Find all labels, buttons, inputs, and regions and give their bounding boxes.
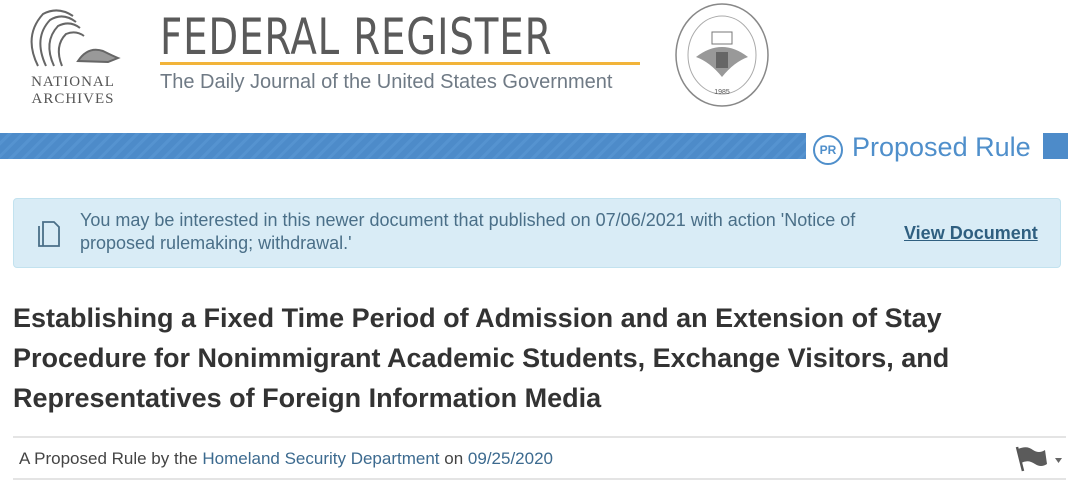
svg-text:1985: 1985 [714,89,730,96]
view-document-link[interactable]: View Document [904,223,1038,243]
byline-on: on [444,449,464,468]
site-title[interactable]: FEDERAL REGISTER [160,8,553,66]
chevron-down-icon [1055,458,1062,463]
document-type-label: Proposed Rule [852,132,1031,162]
byline-prefix: A Proposed Rule by the [19,449,198,468]
notice-text: You may be interested in this newer docu… [80,210,856,253]
title-underline [160,62,640,65]
stripe-end [1043,133,1068,159]
national-archives-text: NATIONAL ARCHIVES [31,74,115,107]
agency-link[interactable]: Homeland Security Department [202,449,440,468]
document-icon [38,221,60,247]
national-archives-logo[interactable]: NATIONAL ARCHIVES [18,6,128,108]
flag-icon[interactable] [1013,445,1065,473]
publication-date-link[interactable]: 09/25/2020 [467,449,554,468]
doc-type-stripe [0,133,806,159]
document-title: Establishing a Fixed Time Period of Admi… [13,303,950,413]
site-subtitle: The Daily Journal of the United States G… [160,71,613,93]
byline: A Proposed Rule by the Homeland Security… [13,436,1066,480]
newer-document-notice: You may be interested in this newer docu… [13,198,1061,268]
nara-seal-icon: 1985 [675,3,769,107]
proposed-rule-badge-icon: PR [813,135,843,165]
eagle-icon [30,9,121,67]
